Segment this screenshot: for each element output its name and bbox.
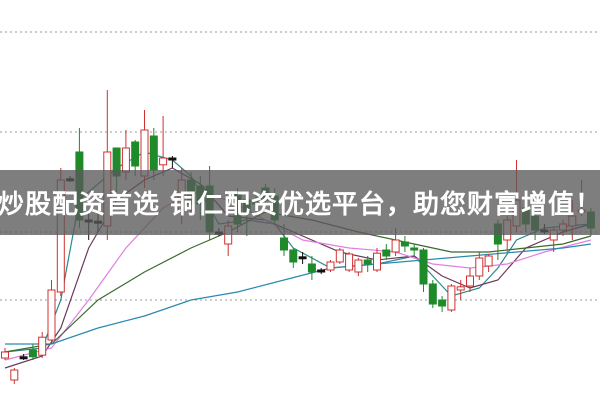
candle-body (428, 283, 437, 305)
candle-body (28, 349, 37, 358)
candle-body (298, 256, 307, 260)
candle-body (410, 247, 419, 251)
candle-body (19, 356, 28, 360)
candle-body (326, 261, 335, 271)
candle-body (131, 141, 140, 167)
candle-body (438, 299, 447, 307)
candle-body (419, 249, 428, 285)
candle-body (1, 351, 9, 359)
moving-average-line (5, 243, 591, 345)
candle-body (280, 237, 288, 251)
candle-body (382, 249, 391, 257)
candle-body (10, 369, 19, 381)
candle-body (121, 147, 130, 173)
candle-body (456, 286, 465, 291)
promo-banner: 炒股配资首选 铜仁配资优选平台，助您财富增值！ (0, 170, 600, 235)
candle-body (159, 157, 168, 166)
candle-body (47, 289, 56, 341)
candle-body (149, 135, 158, 171)
candle-body (38, 336, 47, 356)
candle-body (354, 259, 363, 273)
candle-body (475, 257, 484, 277)
candle-body (307, 263, 316, 273)
candle-body (373, 252, 381, 271)
candle-body (317, 269, 326, 273)
candle-body (391, 239, 400, 253)
candle-body (168, 157, 177, 161)
candle-body (363, 259, 372, 265)
candle-body (335, 249, 344, 263)
candle-body (466, 275, 474, 287)
candle-body (400, 241, 409, 247)
candle-body (345, 253, 354, 271)
candle-body (289, 249, 298, 263)
banner-text: 炒股配资首选 铜仁配资优选平台，助您财富增值！ (0, 190, 600, 220)
candle-body (484, 255, 493, 267)
candle-body (447, 285, 456, 311)
